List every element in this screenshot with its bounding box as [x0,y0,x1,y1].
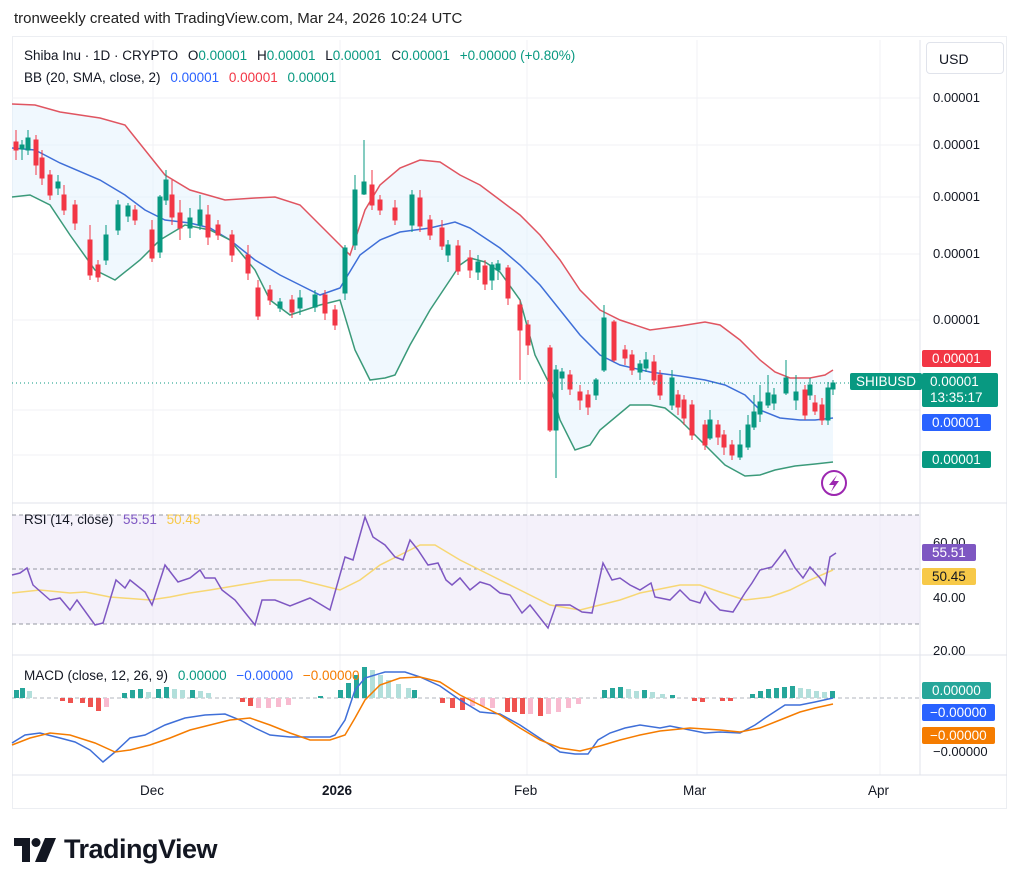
high-value: 0.00001 [266,48,316,63]
brand-name: TradingView [64,834,218,864]
macd-label: MACD (close, 12, 26, 9) [24,668,169,683]
macd-histogram [14,667,835,716]
price-tick: 0.00001 [933,90,980,105]
rsi-tick-20: 20.00 [933,643,966,658]
last-price: 0.00001 [930,374,979,389]
macd-hist-value: 0.00000 [177,668,227,683]
symbol-legend[interactable]: Shiba Inu · 1D · CRYPTO O0.00001 H0.0000… [24,48,581,63]
tradingview-logo-icon [14,837,56,862]
x-tick-mar: Mar [683,783,707,798]
macd-legend[interactable]: MACD (close, 12, 26, 9) 0.00000 −0.00000… [24,668,366,683]
bb-basis-tag: 0.00001 [922,414,991,431]
macd-signal-tag: −0.00000 [922,727,995,744]
tradingview-logo: TradingView [14,834,218,865]
change-value: +0.00000 (+0.80%) [459,48,576,63]
x-tick-2026: 2026 [322,783,353,798]
bb-label: BB (20, SMA, close, 2) [24,70,161,85]
bb-lower-tag: 0.00001 [922,451,991,468]
macd-line-value: −0.00000 [236,668,294,683]
price-tick: 0.00001 [933,189,980,204]
bb-basis-value: 0.00001 [170,70,220,85]
rsi-label: RSI (14, close) [24,512,114,527]
rsi-ma-tag: 50.45 [922,568,976,585]
x-tick-dec: Dec [140,783,165,798]
last-price-tag: 0.00001 13:35:17 [922,373,998,407]
symbol-name: Shiba Inu · 1D · CRYPTO [24,48,179,63]
macd-tick: −0.00000 [933,744,988,759]
rsi-value: 55.51 [123,512,157,527]
x-tick-apr: Apr [868,783,890,798]
bb-legend[interactable]: BB (20, SMA, close, 2) 0.00001 0.00001 0… [24,70,342,85]
symbol-tag: SHIBUSD [850,373,923,390]
bar-countdown: 13:35:17 [930,390,983,405]
price-tick: 0.00001 [933,137,980,152]
x-tick-feb: Feb [514,783,538,798]
open-value: 0.00001 [198,48,248,63]
macd-signal-value: −0.00000 [302,668,360,683]
currency-button[interactable]: USD [926,42,1004,74]
bb-upper-value: 0.00001 [228,70,278,85]
open-label: O [187,48,199,63]
rsi-legend[interactable]: RSI (14, close) 55.51 50.45 [24,512,206,527]
low-label: L [325,48,333,63]
rsi-value-tag: 55.51 [922,544,976,561]
chart-caption: tronweekly created with TradingView.com,… [14,10,463,27]
close-value: 0.00001 [401,48,450,63]
price-tick: 0.00001 [933,246,980,261]
bb-upper-tag: 0.00001 [922,350,991,367]
close-label: C [391,48,402,63]
lightning-icon[interactable] [821,470,847,496]
rsi-tick-40: 40.00 [933,590,966,605]
price-tick: 0.00001 [933,312,980,327]
high-label: H [256,48,267,63]
chart-frame [12,36,1007,809]
macd-line-tag: −0.00000 [922,704,995,721]
bb-lower-value: 0.00001 [287,70,337,85]
macd-hist-tag: 0.00000 [922,682,991,699]
low-value: 0.00001 [332,48,382,63]
rsi-ma-value: 50.45 [166,512,201,527]
